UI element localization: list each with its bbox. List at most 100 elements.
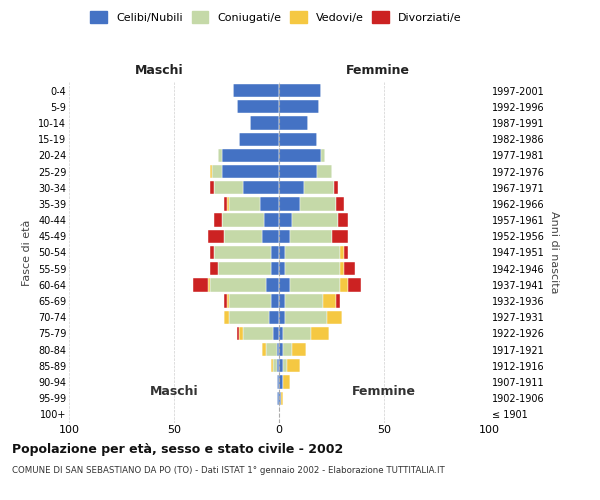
Bar [311,327,329,340]
Bar [279,230,290,243]
Bar [214,214,223,227]
Bar [279,359,283,372]
Bar [292,214,338,227]
Y-axis label: Anni di nascita: Anni di nascita [548,211,559,294]
Bar [340,262,344,276]
Bar [210,246,214,259]
Bar [279,100,319,114]
Bar [340,278,348,291]
Bar [279,392,281,405]
Bar [224,310,229,324]
Bar [214,181,244,194]
Bar [334,181,338,194]
Bar [283,327,311,340]
Bar [344,262,355,276]
Bar [227,198,229,210]
Text: Femmine: Femmine [346,64,410,78]
Bar [271,359,272,372]
Text: COMUNE DI SAN SEBASTIANO DA PO (TO) - Dati ISTAT 1° gennaio 2002 - Elaborazione : COMUNE DI SAN SEBASTIANO DA PO (TO) - Da… [12,466,445,475]
Bar [218,262,271,276]
Bar [271,262,279,276]
Bar [210,181,214,194]
Bar [279,246,286,259]
Bar [229,198,260,210]
Bar [229,310,269,324]
Bar [265,214,279,227]
Bar [286,310,328,324]
Bar [237,327,239,340]
Bar [223,148,279,162]
Text: Maschi: Maschi [149,385,199,398]
Bar [233,84,279,97]
Bar [340,246,344,259]
Bar [279,343,283,356]
Bar [283,343,292,356]
Bar [304,181,334,194]
Bar [262,343,266,356]
Bar [279,310,286,324]
Bar [244,181,279,194]
Bar [223,165,279,178]
Bar [338,214,348,227]
Bar [193,278,208,291]
Bar [279,327,283,340]
Bar [279,84,321,97]
Bar [244,327,272,340]
Bar [224,230,262,243]
Bar [210,165,212,178]
Bar [292,343,307,356]
Bar [328,310,342,324]
Bar [336,294,340,308]
Bar [331,230,348,243]
Bar [262,230,279,243]
Bar [224,198,227,210]
Bar [279,132,317,146]
Bar [290,278,340,291]
Bar [336,198,344,210]
Bar [317,165,331,178]
Bar [212,165,223,178]
Bar [269,310,279,324]
Bar [214,246,271,259]
Bar [286,262,340,276]
Bar [266,343,277,356]
Bar [348,278,361,291]
Bar [286,294,323,308]
Y-axis label: Fasce di età: Fasce di età [22,220,32,286]
Bar [208,230,224,243]
Bar [290,230,331,243]
Bar [266,278,279,291]
Bar [279,198,300,210]
Bar [223,214,265,227]
Text: Maschi: Maschi [134,64,184,78]
Bar [287,359,300,372]
Bar [279,294,286,308]
Bar [271,246,279,259]
Bar [210,262,218,276]
Bar [224,294,227,308]
Bar [283,359,287,372]
Bar [277,392,279,405]
Bar [239,132,279,146]
Legend: Celibi/Nubili, Coniugati/e, Vedovi/e, Divorziati/e: Celibi/Nubili, Coniugati/e, Vedovi/e, Di… [87,8,465,26]
Bar [279,165,317,178]
Bar [283,376,290,388]
Bar [277,359,279,372]
Bar [286,246,340,259]
Bar [277,376,279,388]
Bar [208,278,210,291]
Bar [279,376,283,388]
Bar [281,392,283,405]
Bar [250,116,279,130]
Text: Femmine: Femmine [352,385,416,398]
Bar [279,116,308,130]
Bar [272,359,277,372]
Bar [279,278,290,291]
Bar [239,327,244,340]
Bar [227,294,229,308]
Bar [272,327,279,340]
Bar [271,294,279,308]
Bar [344,246,348,259]
Bar [277,343,279,356]
Text: Popolazione per età, sesso e stato civile - 2002: Popolazione per età, sesso e stato civil… [12,442,343,456]
